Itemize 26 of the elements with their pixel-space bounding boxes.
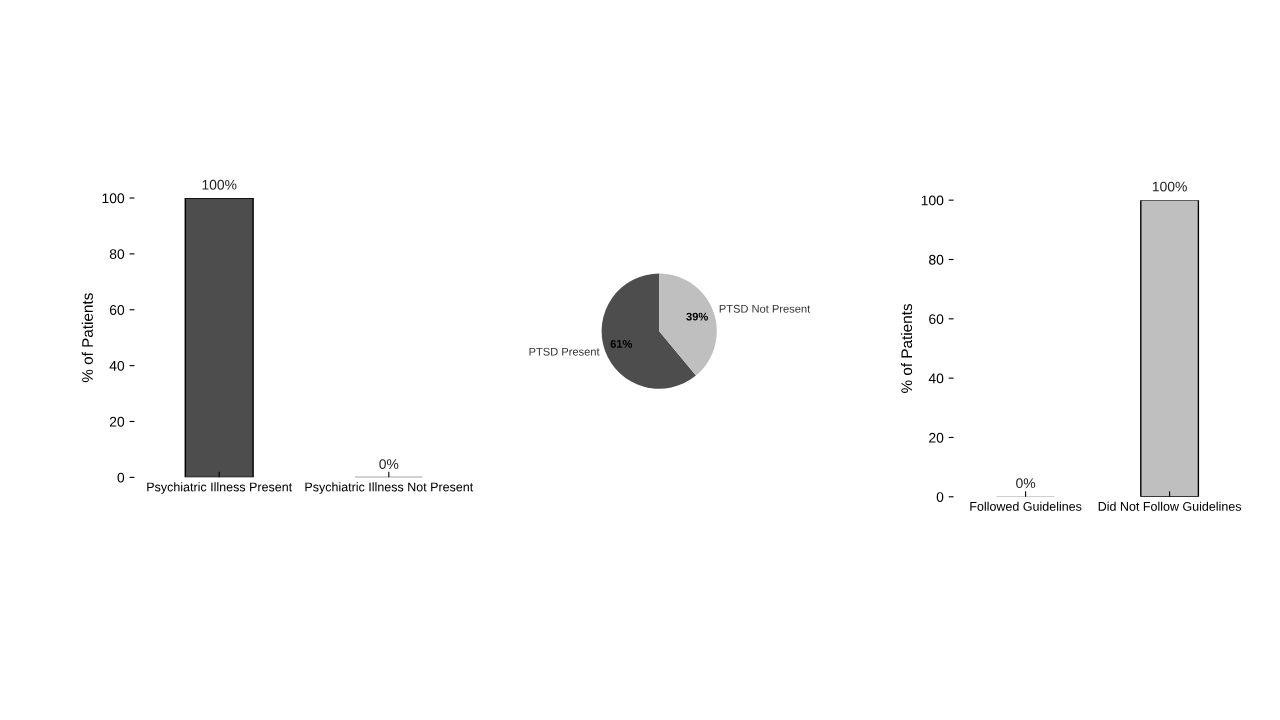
data-label: 0% <box>379 459 399 470</box>
data-label: 100% <box>202 179 237 190</box>
y-tick-label: 40 <box>109 360 125 371</box>
data-label: 61% <box>610 339 633 348</box>
x-tick-label: Followed Guidelines <box>970 501 1082 511</box>
y-tick-label: 40 <box>928 373 944 384</box>
slice-label: PTSD Not Present <box>719 304 811 313</box>
y-axis-title: % of Patients <box>900 304 913 393</box>
y-tick-label: 20 <box>109 416 125 427</box>
y-tick-label: 20 <box>929 432 944 443</box>
y-tick-label: 0 <box>936 492 944 502</box>
y-tick-label: 80 <box>109 249 125 260</box>
y-tick-label: 60 <box>109 305 125 315</box>
x-tick-label: Psychiatric Illness Present <box>147 482 293 494</box>
x-tick-label: Did Not Follow Guidelines <box>1098 501 1242 511</box>
data-label: 100% <box>1152 181 1187 192</box>
y-tick-label: 80 <box>929 254 944 265</box>
slice-label: PTSD Present <box>529 347 600 356</box>
y-tick-label: 60 <box>929 314 944 324</box>
y-tick-label: 0 <box>117 472 125 483</box>
y-tick-label: 100 <box>921 195 944 206</box>
x-tick-label: Psychiatric Illness Not Present <box>305 482 474 494</box>
y-axis-title: % of Patients <box>81 293 93 383</box>
data-label: 39% <box>686 312 708 321</box>
y-tick-label: 100 <box>102 193 125 204</box>
data-label: 0% <box>1016 478 1036 489</box>
